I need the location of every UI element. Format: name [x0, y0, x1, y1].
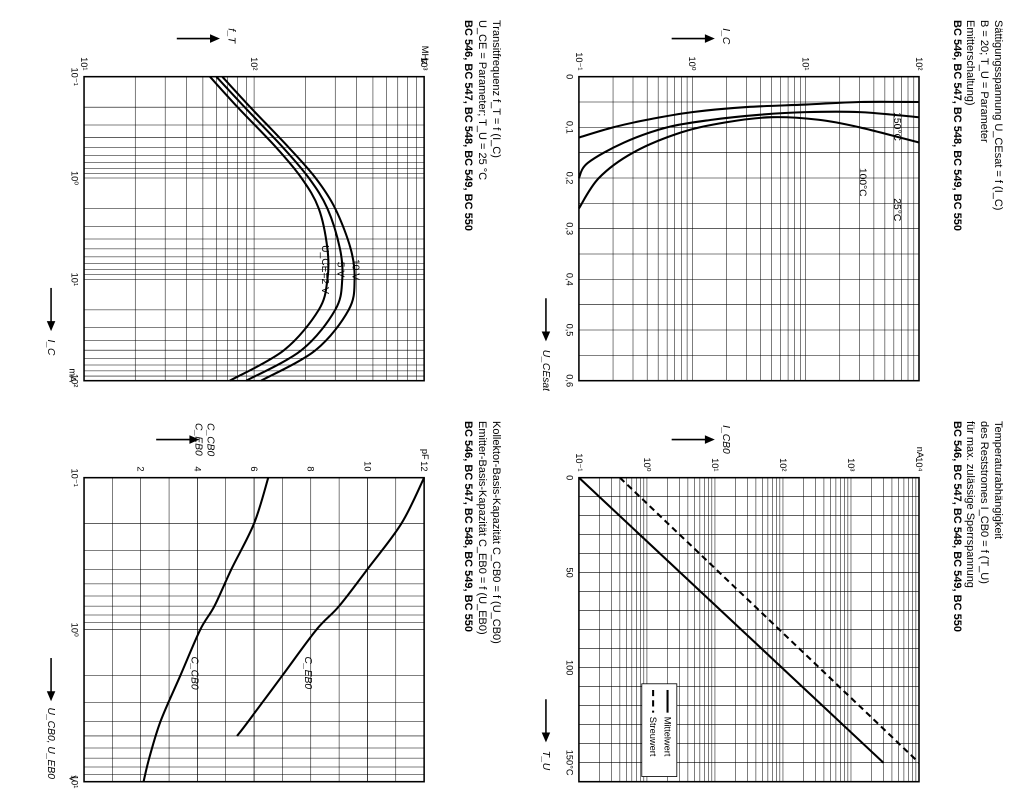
svg-text:V: V: [67, 776, 77, 783]
svg-text:10¹: 10¹: [801, 57, 811, 70]
title-line: für max. zulässige Sperrspannung: [965, 421, 977, 588]
svg-text:150°C: 150°C: [565, 750, 575, 776]
svg-text:0: 0: [565, 74, 575, 79]
svg-text:Mittelwert: Mittelwert: [662, 717, 672, 757]
svg-text:I_C: I_C: [45, 339, 56, 356]
svg-text:6: 6: [249, 466, 259, 471]
svg-text:10⁰: 10⁰: [687, 56, 697, 70]
title-line: Kollektor-Basis-Kapazität C_CB0 = f (U_C…: [490, 421, 502, 644]
svg-text:C_EB0: C_EB0: [302, 656, 313, 689]
svg-text:10¹: 10¹: [69, 273, 79, 286]
chart-title: Temperaturabhängigkeit des Reststromes I…: [949, 421, 1004, 792]
chart-saturation-voltage: Sättigungsspannung U_CEsat = f (I_C) B =…: [522, 20, 1004, 391]
page-rotated-container: Sättigungsspannung U_CEsat = f (I_C) B =…: [0, 0, 1024, 812]
title-line: Temperaturabhängigkeit: [992, 421, 1004, 539]
title-devices: BC 546, BC 547, BC 548, BC 549, BC 550: [463, 421, 475, 632]
chart-svg-saturation: 00,10,20,30,40,50,610⁻¹10⁰10¹10²150°C100…: [522, 20, 945, 391]
chart-title: Sättigungsspannung U_CEsat = f (I_C) B =…: [949, 20, 1004, 391]
svg-text:0,3: 0,3: [565, 222, 575, 235]
svg-text:10⁻¹: 10⁻¹: [69, 469, 79, 487]
svg-text:nA: nA: [915, 447, 925, 459]
svg-text:0: 0: [565, 475, 575, 480]
svg-text:I_C: I_C: [720, 28, 731, 45]
title-line: Emitter-Basis-Kapazität C_EB0 = f (U_EB0…: [476, 421, 488, 635]
svg-text:C_CB0: C_CB0: [204, 423, 215, 456]
svg-text:I_CB0: I_CB0: [720, 425, 731, 454]
svg-text:10¹: 10¹: [710, 458, 720, 471]
svg-text:10¹: 10¹: [79, 57, 89, 70]
svg-text:8: 8: [305, 466, 315, 471]
svg-text:25°C: 25°C: [891, 198, 902, 222]
chart-title: Transitfrequenz f_T = f (I_C) U_CE = Par…: [461, 20, 502, 391]
svg-text:100: 100: [565, 660, 575, 675]
title-line: U_CE = Parameter; T_U = 25 °C: [476, 20, 488, 180]
svg-text:C_EB0: C_EB0: [192, 423, 203, 456]
svg-text:100°C: 100°C: [857, 168, 868, 197]
chart-svg-transit: 10⁻¹10⁰10¹10²10¹10²10³MHzmA10 V5 VU_CE=2…: [20, 20, 457, 391]
svg-text:0,4: 0,4: [565, 273, 575, 286]
title-devices: BC 546, BC 547, BC 548, BC 549, BC 550: [951, 421, 963, 632]
chart-temp-reverse: Temperaturabhängigkeit des Reststromes I…: [522, 421, 1004, 792]
chart-title: Kollektor-Basis-Kapazität C_CB0 = f (U_C…: [461, 421, 502, 792]
title-devices: BC 546, BC 547, BC 548, BC 549, BC 550: [463, 20, 475, 231]
chart-transit-freq: Transitfrequenz f_T = f (I_C) U_CE = Par…: [20, 20, 502, 391]
svg-text:5 V: 5 V: [334, 262, 345, 278]
svg-text:0,2: 0,2: [565, 172, 575, 185]
svg-text:U_CEsat: U_CEsat: [540, 350, 551, 391]
svg-text:MHz: MHz: [420, 46, 430, 65]
svg-text:10⁻¹: 10⁻¹: [574, 453, 584, 471]
svg-text:0,5: 0,5: [565, 324, 575, 337]
svg-text:10⁰: 10⁰: [69, 171, 79, 185]
title-line: des Reststromes I_CB0 = f (T_U): [978, 421, 990, 584]
chart-svg-capacitance: 10⁻¹10⁰10¹24681012pFVC_EB0C_CB0C_CB0C_EB…: [20, 421, 457, 792]
svg-text:4: 4: [192, 466, 202, 471]
chart-capacitance: Kollektor-Basis-Kapazität C_CB0 = f (U_C…: [20, 421, 502, 792]
svg-text:0,6: 0,6: [565, 374, 575, 387]
svg-text:2: 2: [135, 466, 145, 471]
svg-text:10²: 10²: [778, 458, 788, 471]
svg-text:10: 10: [362, 461, 372, 471]
svg-text:12: 12: [419, 461, 429, 471]
title-line: Transitfrequenz f_T = f (I_C): [490, 20, 502, 158]
svg-text:50: 50: [565, 568, 575, 578]
svg-text:10⁰: 10⁰: [642, 457, 652, 471]
title-line: Sättigungsspannung U_CEsat = f (I_C): [992, 20, 1004, 210]
svg-text:10²: 10²: [914, 57, 924, 70]
svg-text:U_CE=2 V: U_CE=2 V: [318, 245, 329, 294]
svg-text:0,1: 0,1: [565, 121, 575, 134]
title-line: Emitterschaltung): [965, 20, 977, 106]
chart-svg-temp: 0 50 100 150°C 10⁻¹ 10⁰ 10¹ 10² 10³ 10⁴nA Mittelwe…: [522, 421, 945, 792]
svg-text:10⁻¹: 10⁻¹: [574, 52, 584, 70]
svg-text:f_T: f_T: [225, 28, 236, 44]
svg-text:Streuwert: Streuwert: [648, 717, 658, 757]
svg-text:10⁰: 10⁰: [69, 623, 79, 637]
svg-text:T_U: T_U: [540, 751, 551, 771]
svg-text:10⁴: 10⁴: [914, 457, 924, 471]
title-line: B = 20; T_U = Parameter: [978, 20, 990, 143]
svg-text:mA: mA: [67, 368, 77, 383]
svg-text:10³: 10³: [846, 458, 856, 471]
svg-text:C_CB0: C_CB0: [188, 656, 199, 689]
svg-text:10 V: 10 V: [349, 259, 360, 280]
svg-text:pF: pF: [420, 449, 430, 460]
title-devices: BC 546, BC 547, BC 548, BC 549, BC 550: [951, 20, 963, 231]
svg-text:U_CB0, U_EB0: U_CB0, U_EB0: [45, 707, 56, 779]
svg-text:10²: 10²: [249, 57, 259, 70]
